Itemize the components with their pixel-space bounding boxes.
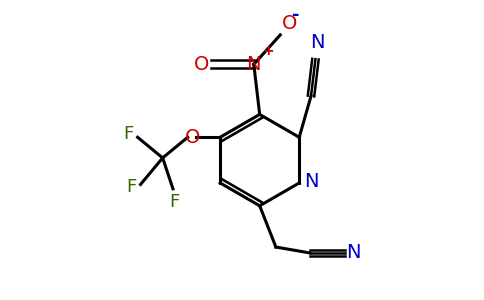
Text: N: N bbox=[310, 33, 324, 52]
Text: O: O bbox=[282, 14, 297, 33]
Text: F: F bbox=[123, 125, 133, 143]
Text: N: N bbox=[246, 55, 261, 74]
Text: O: O bbox=[184, 128, 200, 147]
Text: +: + bbox=[263, 44, 274, 58]
Text: F: F bbox=[126, 178, 136, 196]
Text: O: O bbox=[194, 55, 210, 74]
Text: -: - bbox=[292, 6, 300, 24]
Text: N: N bbox=[303, 172, 318, 191]
Text: N: N bbox=[347, 243, 361, 262]
Text: F: F bbox=[169, 193, 180, 211]
